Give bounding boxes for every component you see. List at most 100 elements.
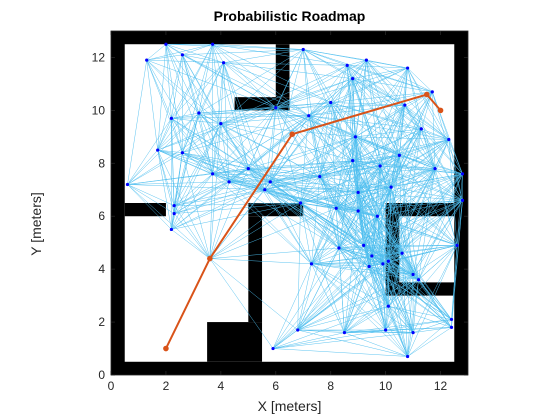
roadmap-edge bbox=[319, 176, 384, 265]
roadmap-edge bbox=[198, 112, 213, 174]
roadmap-edge bbox=[157, 149, 183, 153]
roadmap-edge bbox=[388, 245, 458, 262]
roadmap-edge bbox=[308, 67, 408, 116]
roadmap-edge bbox=[330, 102, 353, 161]
roadmap-edge bbox=[308, 115, 381, 167]
roadmap-edge bbox=[308, 65, 348, 116]
roadmap-edge bbox=[157, 44, 167, 151]
roadmap-edge bbox=[448, 139, 458, 246]
roadmap-edge bbox=[311, 247, 340, 265]
roadmap-edge bbox=[401, 253, 452, 320]
roadmap-edge bbox=[127, 184, 211, 259]
roadmap-edge bbox=[347, 65, 422, 130]
roadmap-edge bbox=[146, 60, 172, 119]
roadmap-edge bbox=[379, 91, 433, 167]
roadmap-edge bbox=[248, 168, 265, 190]
roadmap-edge bbox=[363, 216, 378, 246]
roadmap-edge bbox=[355, 128, 422, 138]
roadmap-edge bbox=[264, 107, 277, 190]
roadmap-edge bbox=[157, 112, 200, 151]
x-axis-label: X [meters] bbox=[257, 398, 322, 414]
x-tick-label: 8 bbox=[327, 379, 334, 393]
obstacle-block bbox=[207, 322, 263, 362]
roadmap-edge bbox=[220, 107, 276, 124]
roadmap-node bbox=[309, 262, 314, 266]
roadmap-edge bbox=[388, 245, 458, 307]
roadmap-node bbox=[397, 153, 401, 157]
roadmap-edge bbox=[308, 78, 353, 116]
roadmap-edge bbox=[157, 150, 175, 214]
roadmap-edge bbox=[308, 115, 353, 161]
roadmap-edge bbox=[174, 202, 301, 214]
roadmap-edge bbox=[272, 245, 364, 349]
roadmap-edge bbox=[127, 184, 175, 206]
roadmap-edge bbox=[355, 136, 392, 188]
roadmap-edge bbox=[377, 216, 452, 320]
roadmap-edge bbox=[173, 213, 211, 259]
obstacle-block bbox=[111, 31, 468, 45]
roadmap-edge bbox=[379, 104, 406, 167]
roadmap-edge bbox=[248, 168, 359, 212]
roadmap-edge bbox=[330, 78, 353, 103]
roadmap-edge bbox=[399, 105, 406, 156]
roadmap-node bbox=[301, 47, 305, 52]
roadmap-edge bbox=[344, 274, 414, 333]
roadmap-edge bbox=[311, 263, 408, 357]
roadmap-edge bbox=[174, 173, 213, 206]
roadmap-edge bbox=[338, 247, 403, 254]
roadmap-edge bbox=[127, 168, 249, 185]
roadmap-edge bbox=[357, 210, 389, 262]
roadmap-node bbox=[271, 346, 275, 351]
roadmap-node bbox=[449, 317, 454, 322]
roadmap-edge bbox=[311, 263, 414, 333]
roadmap-edge bbox=[272, 263, 312, 349]
roadmap-edge bbox=[338, 247, 408, 357]
chart-title: Probabilistic Roadmap bbox=[213, 8, 366, 24]
roadmap-edge bbox=[171, 118, 221, 124]
roadmap-edge bbox=[300, 165, 381, 204]
x-tick-label: 6 bbox=[272, 379, 279, 393]
roadmap-edge bbox=[412, 245, 458, 275]
axes-box bbox=[110, 30, 469, 376]
roadmap-edge bbox=[297, 279, 419, 331]
roadmap-edge bbox=[174, 189, 265, 214]
roadmap-edge bbox=[229, 136, 356, 183]
roadmap-edge bbox=[272, 329, 386, 349]
roadmap-edge bbox=[451, 200, 463, 328]
roadmap-edge bbox=[338, 247, 452, 328]
obstacle-block bbox=[124, 203, 166, 217]
roadmap-edge bbox=[248, 115, 309, 169]
roadmap-edge bbox=[399, 139, 449, 156]
roadmap-edge bbox=[346, 65, 436, 169]
roadmap-edge bbox=[174, 168, 249, 206]
roadmap-edge bbox=[171, 118, 265, 190]
roadmap-node bbox=[416, 278, 421, 282]
roadmap-edge bbox=[421, 128, 463, 175]
roadmap-edge bbox=[401, 173, 463, 254]
roadmap-edge bbox=[357, 104, 406, 193]
path-waypoint bbox=[424, 91, 430, 98]
roadmap-node bbox=[180, 53, 184, 57]
roadmap-edge bbox=[432, 91, 463, 201]
roadmap-edge bbox=[212, 44, 276, 108]
roadmap-edge bbox=[303, 49, 353, 79]
roadmap-edge bbox=[377, 216, 389, 262]
roadmap-edge bbox=[421, 128, 449, 140]
roadmap-edge bbox=[336, 155, 400, 209]
roadmap-edge bbox=[174, 189, 265, 206]
path-waypoint bbox=[289, 131, 296, 137]
roadmap-edges-layer bbox=[127, 43, 463, 357]
roadmap-node bbox=[318, 174, 322, 179]
roadmap-node bbox=[447, 137, 451, 142]
path-waypoint bbox=[207, 255, 213, 262]
roadmap-edge bbox=[308, 115, 320, 177]
roadmap-edge bbox=[300, 168, 436, 204]
roadmap-edge bbox=[344, 253, 403, 333]
roadmap-edge bbox=[264, 189, 370, 267]
roadmap-edge bbox=[380, 165, 436, 169]
roadmap-edge bbox=[319, 65, 348, 177]
roadmap-edge bbox=[368, 266, 408, 357]
roadmap-edge bbox=[182, 152, 271, 183]
roadmap-edge bbox=[229, 160, 353, 183]
roadmap-edge bbox=[336, 186, 392, 209]
